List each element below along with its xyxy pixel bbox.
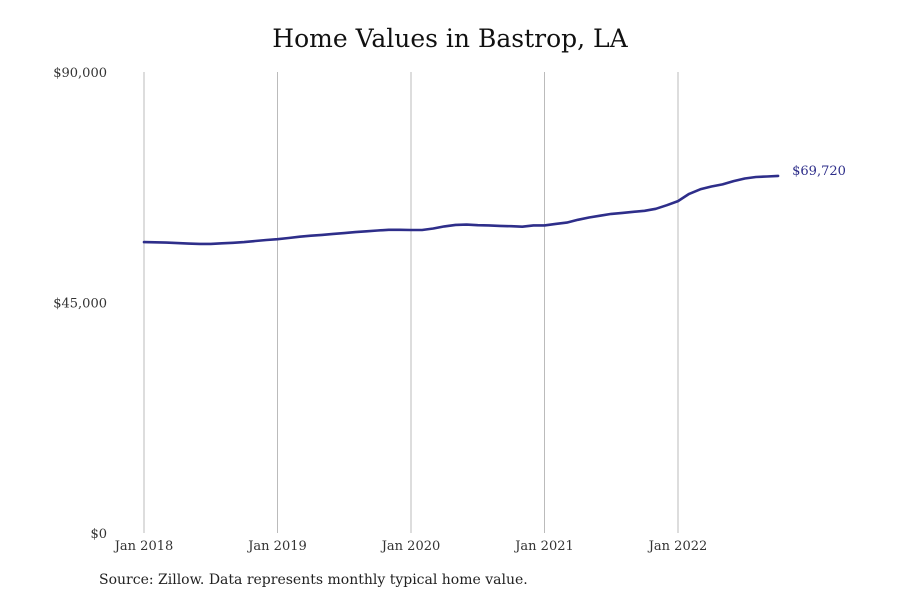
series-layer	[142, 174, 780, 246]
y-tick-label: $45,000	[53, 297, 107, 312]
x-tick-label: Jan 2018	[113, 539, 174, 554]
data-labels: $69,720	[792, 164, 846, 179]
y-tick-label: $0	[90, 527, 107, 542]
x-axis: Jan 2018 Jan 2019 Jan 2020 Jan 2021 Jan 2022	[113, 539, 708, 554]
series-line	[142, 174, 780, 246]
chart-title: Home Values in Bastrop, LA	[272, 24, 628, 53]
x-tick-label: Jan 2020	[380, 539, 441, 554]
source-note: Source: Zillow. Data represents monthly …	[99, 572, 528, 588]
x-tick-label: Jan 2022	[647, 539, 708, 554]
x-tick-label: Jan 2021	[513, 539, 574, 554]
y-tick-label: $90,000	[53, 66, 107, 81]
y-axis: $0 $45,000 $90,000	[53, 66, 107, 542]
end-value-label: $69,720	[792, 164, 846, 179]
x-tick-label: Jan 2019	[246, 539, 307, 554]
grid-lines	[143, 72, 679, 533]
